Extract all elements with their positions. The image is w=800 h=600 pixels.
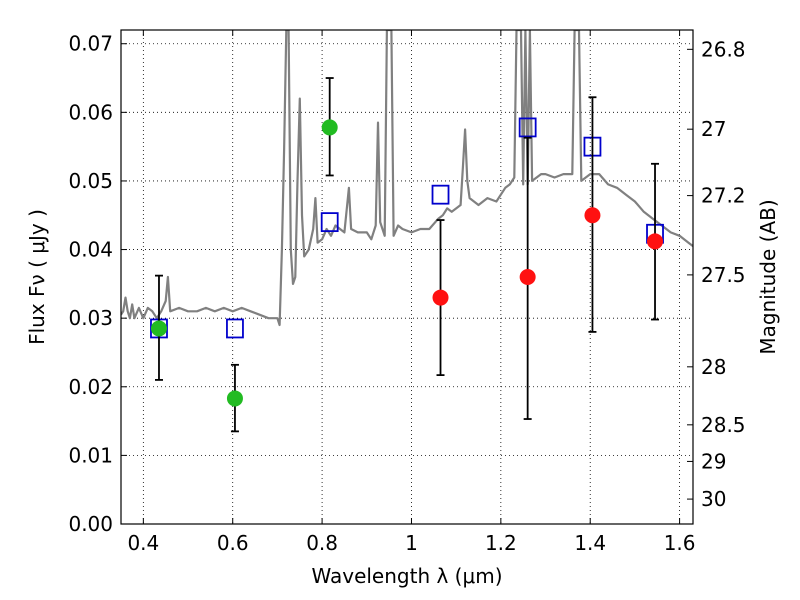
y-right-tick-label: 27.2 (701, 184, 746, 208)
y-right-tick-label: 27.5 (701, 263, 746, 287)
x-tick-label: 0.4 (127, 531, 159, 555)
observed-point (150, 320, 167, 337)
y-tick-label: 0.07 (68, 32, 113, 56)
spectrum-line (121, 30, 693, 327)
y-axis-label: Flux Fν ( μJy ) (25, 209, 49, 345)
y-right-tick-label: 28 (701, 355, 726, 379)
x-tick-label: 1.6 (664, 531, 696, 555)
plot-frame (120, 29, 694, 525)
y-right-tick-label: 30 (701, 487, 726, 511)
x-tick-label: 1.4 (574, 531, 606, 555)
x-axis-label: Wavelength λ (μm) (311, 564, 502, 588)
y-tick-label: 0.01 (68, 443, 113, 467)
model-square-point (518, 117, 537, 138)
y-tick-label: 0.05 (68, 169, 113, 193)
ticks-layer: 0.4 0.6 0.8 1 1.2 1.4 1.6 0.00 0.01 0.02 0.03 0.04 0… (68, 30, 746, 555)
x-tick-label: 1 (405, 531, 418, 555)
x-tick-label: 0.8 (306, 531, 338, 555)
y-tick-label: 0.04 (68, 238, 113, 262)
y-tick-label: 0.02 (68, 375, 113, 399)
observed-point (519, 269, 536, 285)
observed-point (321, 119, 338, 136)
y-axis-right-label: Magnitude (AB) (756, 199, 780, 354)
observed-point (432, 289, 449, 306)
observed-point (584, 207, 601, 224)
model-square-point (320, 212, 339, 233)
y-right-tick-label: 27 (701, 117, 726, 141)
series-layer (121, 30, 693, 433)
y-right-tick-label: 26.8 (701, 37, 746, 61)
observed-point (226, 390, 243, 407)
model-square-point (226, 318, 244, 339)
y-tick-label: 0.06 (68, 100, 113, 124)
y-right-tick-label: 29 (701, 449, 726, 473)
x-tick-label: 0.6 (217, 531, 249, 555)
model-square-point (431, 184, 450, 205)
y-tick-label: 0.03 (68, 306, 113, 330)
observed-point (647, 233, 664, 250)
x-tick-label: 1.2 (485, 531, 517, 555)
y-right-tick-label: 28.5 (701, 413, 746, 437)
y-tick-label: 0.00 (68, 512, 113, 536)
